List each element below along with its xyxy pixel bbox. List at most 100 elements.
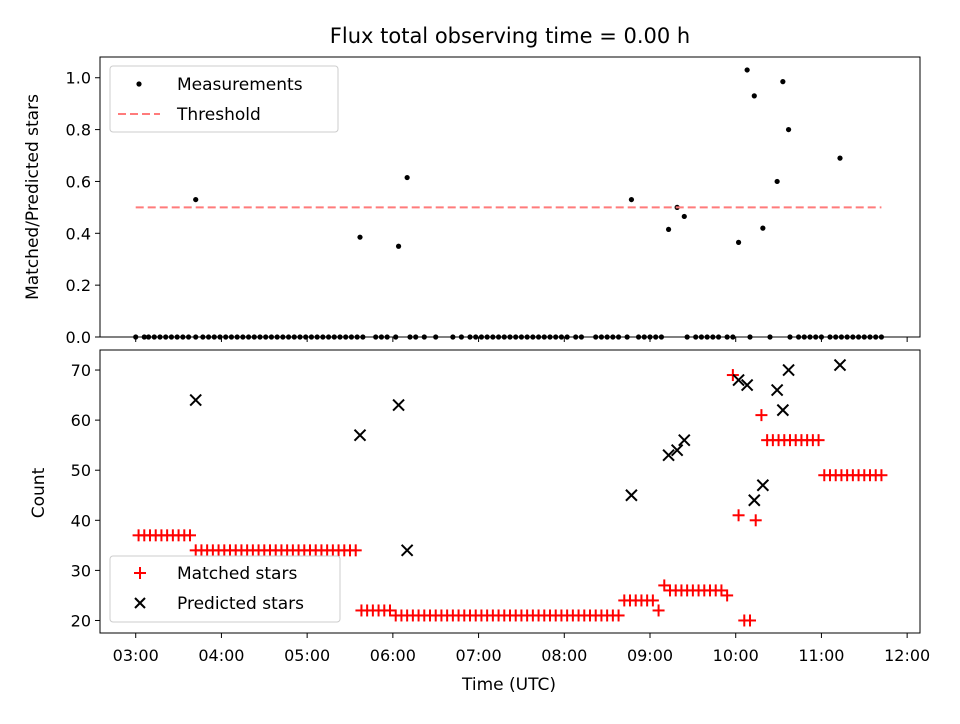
predicted-stars-point [400,544,414,557]
x-tick-label: 07:00 [456,646,502,665]
x-tick-label: 08:00 [541,646,587,665]
predicted-stars-point [662,448,675,462]
measurement-point [837,155,843,161]
top-y-tick-label: 0.6 [66,172,91,191]
predicted-stars-point [833,358,847,372]
x-tick-label: 10:00 [713,646,759,665]
measurement-point [547,334,553,340]
measurement-point [458,334,465,340]
measurement-point [185,334,192,340]
measurement-point [421,334,427,340]
measurement-point [490,334,496,340]
measurement-point [360,334,366,340]
matched-stars-point [875,469,888,482]
measurement-point [747,334,753,340]
measurement-point [285,334,292,340]
measurement-point [234,334,240,340]
measurement-point [378,334,385,340]
measurement-point [337,334,343,340]
measurement-point [507,334,513,340]
matched-stars-point [744,614,756,627]
top-y-tick-label: 0.4 [66,224,91,243]
top-y-tick-label: 0.8 [66,121,91,140]
measurement-point [681,213,687,220]
measurement-point [780,79,786,85]
measurement-point [354,334,360,340]
measurement-point [314,334,320,340]
legend-matched-marker [134,567,146,579]
x-tick-label: 03:00 [113,646,159,665]
measurement-point [251,334,257,340]
measurement-point [211,334,217,340]
measurement-point [501,334,507,340]
measurement-point [325,334,332,340]
measurement-point [861,334,867,340]
matched-stars-point [612,609,625,622]
measurement-point [558,334,565,340]
measurement-point [157,334,163,340]
measurement-point [348,334,355,340]
matched-stars-point [646,594,659,607]
measurement-point [404,174,410,181]
matched-stars-point [721,589,734,602]
measurement-point [855,334,862,340]
measurement-point [303,334,309,340]
bottom-axes-frame [99,349,921,634]
measurement-point [827,334,833,340]
measurement-point [751,93,757,99]
measurement-point [635,334,642,340]
measurement-point [320,334,326,340]
measurement-point [593,334,599,340]
measurement-point [174,334,180,340]
top-legend: Measurements Threshold [109,65,339,133]
top-y-tick-label: 0.0 [66,328,91,347]
measurement-point [658,334,665,340]
matched-stars-point [812,434,825,447]
measurement-point [163,334,169,340]
predicted-stars-point [353,428,367,442]
measurement-point [193,196,199,203]
top-y-axis-label: Matched/Predicted stars [23,94,43,300]
measurement-point [573,334,579,340]
bottom-y-tick-label: 30 [71,561,91,580]
predicted-stars-point [732,373,745,387]
top-y-tick-label: 1.0 [66,69,91,88]
measurement-point [838,334,845,340]
matched-stars-point [732,509,745,522]
measurement-point [715,334,722,340]
predicted-stars-point [625,489,638,502]
measurement-point [787,334,793,340]
predicted-stars-point [770,383,784,397]
measurement-point [813,334,819,340]
measurement-point [844,334,850,340]
matched-stars-point [749,514,762,527]
measurement-point [873,334,879,340]
predicted-stars-point [670,443,684,457]
measurement-point [735,239,742,245]
chart-title: Flux total observing time = 0.00 h [330,24,690,48]
legend-measurements-label: Measurements [177,75,303,95]
bottom-y-tick-label: 60 [71,411,91,430]
measurement-point [257,334,263,340]
measurement-point [240,334,246,340]
measurement-point [228,334,235,340]
measurement-point [833,334,839,340]
measurement-point [133,334,139,340]
bottom-y-tick-label: 50 [71,461,91,480]
bottom-subplot: 20 30 40 50 60 70 03:00 04:00 05:00 06:00 07:00 08:… [71,349,930,665]
x-tick-label: 04:00 [198,646,244,665]
measurement-point [610,334,616,340]
x-tick-label: 09:00 [627,646,673,665]
measurement-point [291,334,297,340]
measurement-point [818,334,825,340]
x-tick-label: 11:00 [798,646,844,665]
measurement-point [357,234,363,240]
measurement-point [151,334,157,340]
measurement-point [604,334,610,340]
measurement-point [801,334,807,340]
measurement-point [413,334,419,340]
measurement-point [850,334,856,340]
measurement-point [217,334,223,340]
measurement-point [807,334,813,340]
measurement-point [564,334,570,340]
